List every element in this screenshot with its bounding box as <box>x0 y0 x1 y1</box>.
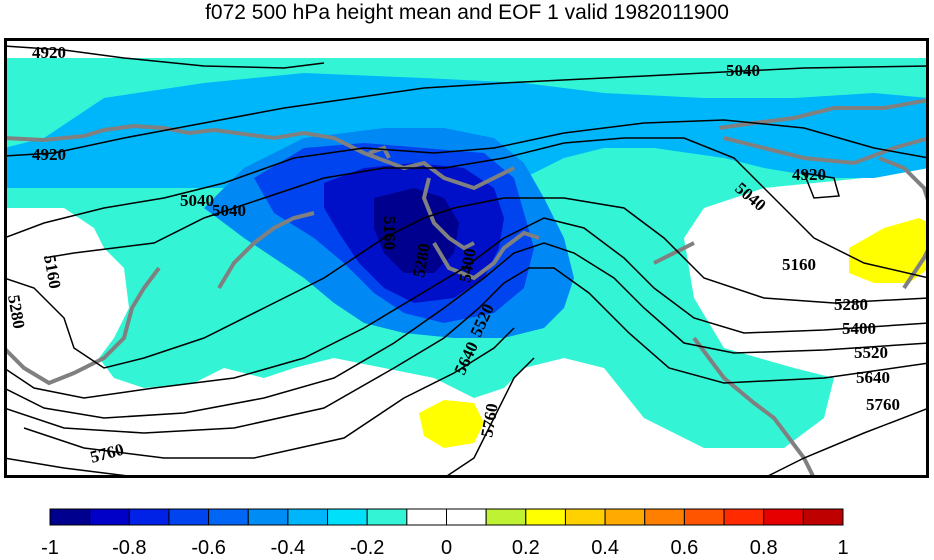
eof-shade-yellow-south <box>419 400 484 448</box>
colorbar-swatch <box>723 508 765 526</box>
map-title: f072 500 hPa height mean and EOF 1 valid… <box>205 1 729 24</box>
colorbar-swatch <box>406 508 448 526</box>
colorbar-swatch <box>366 508 408 526</box>
label-5280-c: 5280 <box>834 295 868 314</box>
map-frame <box>4 38 929 478</box>
colorbar-tick-label: -0.2 <box>349 537 385 559</box>
colorbar-swatch <box>802 508 844 526</box>
label-5040-a: 5040 <box>726 61 760 80</box>
colorbar-swatch <box>564 508 606 526</box>
colorbar-swatch <box>287 508 329 526</box>
label-5280-a: 5280 <box>4 293 29 330</box>
colorbar-tick-label: 0.2 <box>511 537 540 559</box>
colorbar-swatch <box>644 508 685 526</box>
colorbar-tick-label: 0.8 <box>749 537 778 559</box>
colorbar-swatch <box>763 508 804 526</box>
label-5040-b: 5040 <box>180 191 214 210</box>
colorbar-tick-label: 0.4 <box>591 537 619 559</box>
map-panel: 4920 4920 4920 5040 5040 5040 5040 5160 … <box>4 38 929 478</box>
height-contours <box>4 45 929 478</box>
colorbar-tick-label: -1 <box>41 537 59 559</box>
colorbar-swatch <box>525 508 566 526</box>
label-5160-a: 5160 <box>40 253 65 290</box>
colorbar-tick-label: -0.4 <box>270 537 306 559</box>
colorbar-swatch <box>327 508 368 526</box>
colorbar-swatch <box>128 508 170 526</box>
label-5160-b: 5160 <box>380 216 399 250</box>
eof-shade-yellow-east <box>849 218 929 283</box>
colorbar-tick-label: -0.6 <box>191 537 226 559</box>
colorbar <box>49 508 844 526</box>
colorbar-tick-label: 1 <box>837 537 849 559</box>
colorbar-swatch <box>485 508 527 526</box>
colorbar-swatch <box>89 508 130 526</box>
label-5040-c: 5040 <box>212 201 246 220</box>
colorbar-tick-label: 0.6 <box>670 537 699 559</box>
colorbar-swatch <box>446 508 487 526</box>
label-4920-b: 4920 <box>32 145 66 164</box>
label-5520-b: 5520 <box>854 343 888 362</box>
colorbar-swatch <box>247 508 289 526</box>
label-4920-c: 4920 <box>792 165 826 184</box>
colorbar-swatch <box>604 508 646 526</box>
coastlines <box>4 98 929 478</box>
label-5160-c: 5160 <box>782 255 816 274</box>
label-5760-b: 5760 <box>477 402 502 439</box>
colorbar-swatch <box>168 508 210 526</box>
label-5760-c: 5760 <box>866 395 900 414</box>
label-5640-b: 5640 <box>856 368 890 387</box>
colorbar-tick-label: -0.8 <box>112 537 147 559</box>
label-5400-b: 5400 <box>842 319 876 338</box>
colorbar-swatch <box>683 508 725 526</box>
label-4920-a: 4920 <box>32 43 66 62</box>
colorbar-tick-label: 0 <box>440 537 453 559</box>
colorbar-swatch <box>49 508 91 526</box>
label-5760-a: 5760 <box>88 440 126 467</box>
colorbar-swatch <box>208 508 249 526</box>
